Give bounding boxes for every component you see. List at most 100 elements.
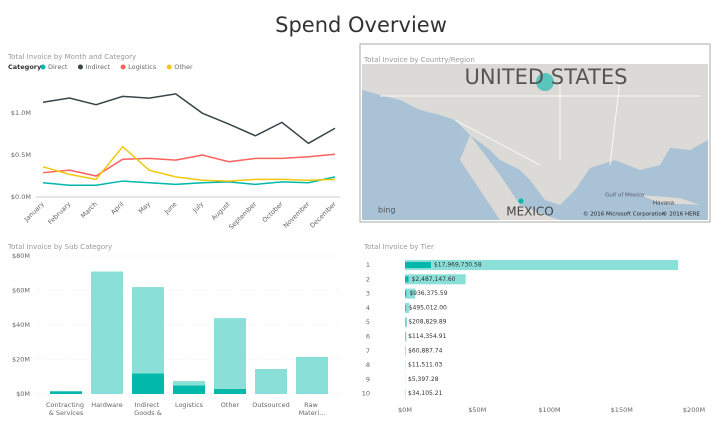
x-tick-label: October <box>261 200 285 224</box>
map-copyright: © 2016 HERE <box>662 211 700 218</box>
map-land-cuba <box>640 195 700 205</box>
bar <box>405 260 679 270</box>
page-title: Spend Overview <box>275 13 447 37</box>
map-label: UNITED STATES <box>465 65 628 89</box>
x-tick-label: December <box>308 200 338 230</box>
data-label: $17,969,730.58 <box>434 262 482 269</box>
bar <box>405 288 416 299</box>
map-borders <box>380 79 700 166</box>
y-tick-label: 5 <box>366 318 370 326</box>
x-tick-label: Other <box>221 401 240 409</box>
y-tick-label: 1 <box>366 261 370 269</box>
data-label: $208,829.89 <box>408 319 446 326</box>
x-tick-label: $100M <box>538 406 560 414</box>
bar-segment <box>91 271 123 394</box>
y-tick-label: 3 <box>366 290 370 298</box>
map-land <box>362 64 708 205</box>
data-label: $11,511.03 <box>408 362 443 369</box>
map-bubble <box>536 73 554 91</box>
bar-segment <box>132 373 164 394</box>
map-label: Gulf of Mexico <box>605 193 645 199</box>
y-tick-label: $1.0M <box>11 109 31 117</box>
data-label: $5,397.28 <box>408 376 439 383</box>
x-tick-label: April <box>109 200 125 216</box>
x-tick-label: Contracting & Services <box>46 401 86 417</box>
bar-segment <box>214 388 246 394</box>
x-tick-label: May <box>137 200 152 215</box>
x-tick-label: November <box>282 200 312 230</box>
map-copyright: © 2016 Microsoft Corporation <box>583 211 666 218</box>
y-tick-label: $80M <box>12 252 30 260</box>
bar-segment <box>173 381 205 386</box>
data-label: $495,012.00 <box>409 304 447 311</box>
y-tick-label: $0.0M <box>11 193 31 201</box>
bar-segment <box>296 356 328 394</box>
x-tick-label: $50M <box>468 406 486 414</box>
bar <box>405 276 409 283</box>
data-label: $34,105.21 <box>408 390 443 397</box>
x-tick-label: $200M <box>683 406 705 414</box>
y-tick-label: 8 <box>366 361 370 369</box>
legend-label: Direct <box>48 63 68 71</box>
line-series <box>42 153 336 177</box>
bar <box>405 302 410 313</box>
chart-title: Total Invoice by Month and Category <box>7 53 136 61</box>
bar <box>405 290 407 297</box>
x-tick-label: March <box>79 200 99 220</box>
data-label: $60,887.74 <box>408 347 443 354</box>
map-title: Total Invoice by Country/Region <box>363 56 475 64</box>
legend-marker <box>40 64 46 70</box>
y-tick-label: $0.5M <box>11 151 31 159</box>
bar <box>405 331 407 342</box>
x-tick-label: September <box>227 200 258 231</box>
y-tick-label: 4 <box>366 304 370 312</box>
map-brand: bing <box>378 206 395 215</box>
legend-label: Other <box>174 63 193 71</box>
y-tick-label: $40M <box>12 321 30 329</box>
line-series <box>42 93 336 145</box>
line-series <box>42 176 336 187</box>
x-tick-label: February <box>46 200 72 226</box>
legend-title: Category <box>8 63 42 71</box>
y-tick-label: 6 <box>366 333 370 341</box>
y-tick-label: $0M <box>16 390 30 398</box>
data-label: $114,354.91 <box>408 333 446 340</box>
x-tick-label: Logistics <box>175 401 204 409</box>
y-tick-label: 7 <box>366 347 370 355</box>
bar-segment <box>173 385 205 394</box>
bar-segment <box>132 287 164 374</box>
y-tick-label: $60M <box>12 287 30 295</box>
x-tick-label: Raw Materi... <box>299 401 326 417</box>
y-tick-label: 9 <box>366 375 370 383</box>
x-tick-label: Indirect Goods & <box>134 401 162 417</box>
bar-segment <box>255 368 287 394</box>
legend-marker <box>166 64 172 70</box>
map-bubble <box>518 198 524 204</box>
x-tick-label: July <box>190 200 205 215</box>
legend-label: Logistics <box>128 63 157 71</box>
legend-label: Indirect <box>85 63 110 71</box>
map-land-mexico <box>460 135 560 220</box>
x-tick-label: August <box>210 200 232 222</box>
bar <box>405 304 406 311</box>
bar <box>405 317 408 328</box>
x-tick-label: June <box>162 200 178 216</box>
map-label: MEXICO <box>506 205 554 219</box>
legend-marker <box>120 64 126 70</box>
chart-title: Total Invoice by Sub Category <box>7 243 112 251</box>
bar-segment <box>214 318 246 389</box>
chart-title: Total Invoice by Tier <box>363 243 434 251</box>
x-tick-label: Outsourced <box>252 401 290 409</box>
bar-segment <box>50 391 82 394</box>
x-tick-label: $150M <box>611 406 633 414</box>
bar <box>405 274 466 285</box>
map-panel: Total Invoice by Country/Region UNITED S… <box>359 43 711 223</box>
x-tick-label: Hardware <box>91 401 122 409</box>
y-tick-label: $20M <box>12 356 30 364</box>
data-label: $936,375.59 <box>409 290 447 297</box>
data-label: $2,487,147.60 <box>412 276 456 283</box>
bar <box>405 262 431 268</box>
bar-segment <box>50 390 82 392</box>
map-label: Havana <box>653 201 674 207</box>
